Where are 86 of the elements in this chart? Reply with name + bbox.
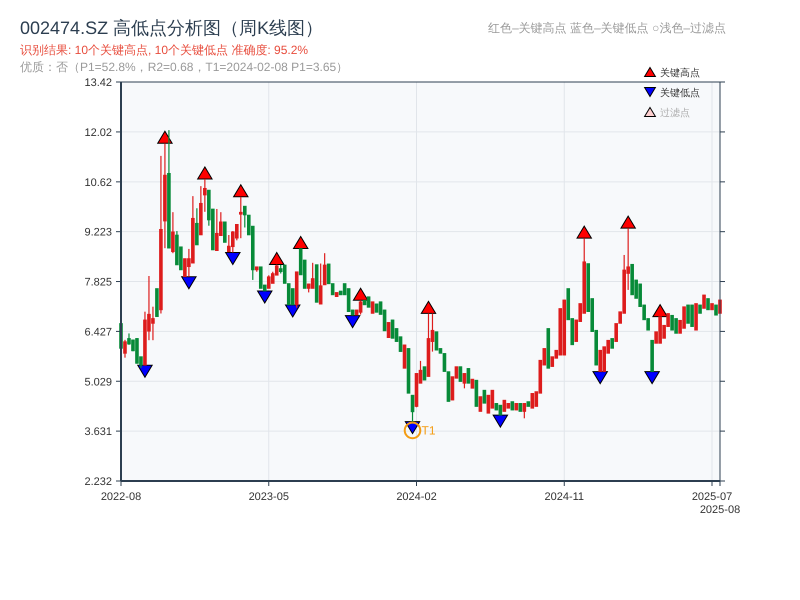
y-tick-label: 6.427 <box>84 326 112 338</box>
chart-subtitle: 识别结果: 10个关键高点, 10个关键低点 准确度: 95.2% <box>20 43 308 57</box>
y-tick-label: 7.825 <box>84 276 112 289</box>
candlestick <box>478 396 482 412</box>
point <box>644 371 660 384</box>
y-tick-label: 3.631 <box>84 426 112 438</box>
candlestick <box>702 294 706 310</box>
candlestick <box>370 301 374 314</box>
candlestick <box>215 208 219 252</box>
candlestick <box>674 318 678 334</box>
candlestick <box>386 322 390 338</box>
chart-title: 002474.SZ 高低点分析图（周K线图） <box>20 18 324 38</box>
candlestick <box>358 300 362 316</box>
candlestick <box>258 266 263 289</box>
candlestick <box>670 314 674 331</box>
point <box>404 422 422 440</box>
candlestick <box>530 393 534 409</box>
candlestick <box>498 404 502 416</box>
candlestick <box>195 208 199 246</box>
y-tick-label: 5.029 <box>84 376 112 388</box>
candlestick <box>402 344 406 369</box>
y-tick-label: 2.232 <box>84 476 112 488</box>
candlestick <box>239 196 243 239</box>
candlestick <box>318 262 322 305</box>
candlestick <box>123 339 127 358</box>
candlestick <box>227 234 231 252</box>
text: 优质：否（P1=52.8%，R2=0.68，T1=2024-02-08 P1=3.65） <box>20 60 348 74</box>
candlestick <box>598 350 602 372</box>
point <box>233 184 248 198</box>
point <box>492 414 508 428</box>
point <box>257 290 272 304</box>
point <box>420 300 436 314</box>
candlestick <box>171 212 175 254</box>
candlestick <box>502 400 506 412</box>
candlestick <box>434 331 438 351</box>
point <box>197 166 213 180</box>
candlestick <box>714 304 718 316</box>
legend-label: 关键低点 <box>660 87 700 99</box>
point <box>652 304 668 318</box>
candlestick <box>366 296 370 308</box>
point <box>352 288 368 301</box>
candlestick <box>462 372 466 389</box>
series-label: T1 <box>422 423 436 438</box>
x-tick-label: 2024-11 <box>544 491 584 503</box>
candlestick <box>322 252 326 286</box>
point <box>620 216 636 229</box>
candlestick <box>183 258 187 278</box>
point <box>592 371 608 384</box>
x-tick-label: 2022-08 <box>100 491 142 503</box>
y-tick-label: 13.42 <box>84 77 112 89</box>
y-tick-label: 12.02 <box>84 126 112 139</box>
text: 红色–关键高点 蓝色–关键低点 ○浅色–过滤点 <box>488 21 726 35</box>
point <box>157 130 173 144</box>
point <box>181 276 197 290</box>
candlestick <box>482 390 486 404</box>
candlestick <box>686 304 690 324</box>
point <box>576 226 592 239</box>
candlestick <box>522 402 526 419</box>
legend-label: 过滤点 <box>660 107 690 119</box>
candlestick <box>390 319 394 340</box>
legend-label: 关键高点 <box>660 67 700 79</box>
candlestick <box>610 338 614 350</box>
point <box>285 304 300 318</box>
x-tick-label: 2024-02 <box>396 491 437 503</box>
candlestick <box>706 298 710 310</box>
y-tick-label: 9.223 <box>84 226 112 239</box>
candlestick <box>310 262 314 290</box>
point <box>344 315 360 328</box>
point <box>225 252 241 266</box>
candlestick <box>410 394 414 422</box>
point <box>137 364 153 378</box>
point <box>269 252 284 266</box>
x-tick-label: 2023-05 <box>248 491 289 503</box>
candlestick <box>690 304 694 328</box>
candlestick <box>422 366 426 381</box>
candlestick <box>151 306 155 341</box>
candlestick <box>266 274 271 290</box>
y-tick-label: 10.62 <box>84 176 112 189</box>
candlestick <box>466 368 470 384</box>
candlestick <box>203 178 207 212</box>
candlestick <box>223 222 227 243</box>
x-tick-label: 2025-07 <box>692 491 732 503</box>
candlestick <box>470 378 474 389</box>
point <box>293 236 308 249</box>
candlestick <box>458 366 462 382</box>
x-tick-label: 2025-08 <box>700 504 740 516</box>
